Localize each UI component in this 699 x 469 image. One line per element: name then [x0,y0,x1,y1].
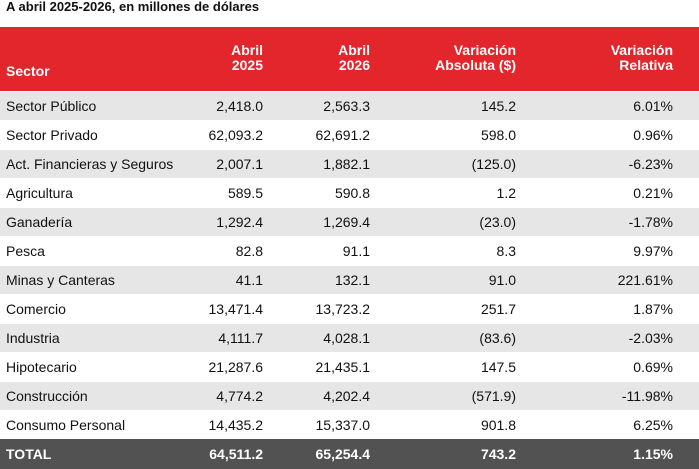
cell-abril-2026: 132.1 [289,264,396,294]
cell-var-rel: 9.97% [542,235,699,265]
cell-abril-2025: 589.5 [199,177,289,207]
cell-sector: Ganadería [0,206,199,236]
cell-sector: Consumo Personal [0,409,199,439]
header-row: Sector Abril 2025 Abril 2026 Variación Abso… [0,27,699,91]
cell-sector: Hipotecario [0,351,199,381]
cell-sector: Pesca [0,235,199,265]
table-row: Sector Público 2,418.0 2,563.3 145.2 6.0… [0,90,699,120]
cell-var-abs: 251.7 [396,293,542,323]
cell-var-abs: 147.5 [396,351,542,381]
cell-abril-2026: 2,563.3 [289,90,396,120]
table-row: Construcción 4,774.2 4,202.4 (571.9) -11… [0,380,699,410]
total-var-rel: 1.15% [542,439,699,469]
header-var-rel-line1: Variación [610,42,673,58]
cell-var-abs: 901.8 [396,409,542,439]
total-abril-2025: 64,511.2 [199,439,289,469]
header-sector: Sector [0,27,199,91]
cell-var-rel: 221.61% [542,264,699,294]
cell-abril-2025: 2,418.0 [199,90,289,120]
cell-var-abs: (23.0) [396,206,542,236]
table-row: Hipotecario 21,287.6 21,435.1 147.5 0.69… [0,351,699,381]
cell-var-rel: 0.96% [542,119,699,149]
table-row: Consumo Personal 14,435.2 15,337.0 901.8… [0,409,699,439]
cell-var-abs: 91.0 [396,264,542,294]
table-row: Agricultura 589.5 590.8 1.2 0.21% [0,177,699,207]
header-abril-2026-line1: Abril [338,42,370,58]
total-label: TOTAL [0,439,199,469]
cell-sector: Construcción [0,380,199,410]
header-abril-2026-line2: 2026 [338,57,370,73]
cell-var-rel: -11.98% [542,380,699,410]
cell-var-abs: 145.2 [396,90,542,120]
cell-abril-2026: 91.1 [289,235,396,265]
cell-var-rel: 6.25% [542,409,699,439]
cell-abril-2025: 2,007.1 [199,148,289,178]
table-row: Industria 4,111.7 4,028.1 (83.6) -2.03% [0,322,699,352]
cell-abril-2026: 1,269.4 [289,206,396,236]
cell-abril-2026: 4,028.1 [289,322,396,352]
credit-by-sector-table: Sector Abril 2025 Abril 2026 Variación Abso… [0,27,699,469]
cell-abril-2025: 13,471.4 [199,293,289,323]
header-abril-2025: Abril 2025 [199,27,289,91]
cell-var-abs: 598.0 [396,119,542,149]
table-row: Sector Privado 62,093.2 62,691.2 598.0 0… [0,119,699,149]
cell-var-rel: 6.01% [542,90,699,120]
cell-abril-2026: 21,435.1 [289,351,396,381]
cell-var-rel: 0.21% [542,177,699,207]
cell-sector: Minas y Canteras [0,264,199,294]
cell-abril-2025: 41.1 [199,264,289,294]
cell-var-rel: -1.78% [542,206,699,236]
header-abril-2025-line2: 2025 [231,57,263,73]
table-row: Ganadería 1,292.4 1,269.4 (23.0) -1.78% [0,206,699,236]
cell-sector: Industria [0,322,199,352]
cell-abril-2025: 14,435.2 [199,409,289,439]
header-var-abs-line2: Absoluta ($) [435,57,516,73]
table-row: Comercio 13,471.4 13,723.2 251.7 1.87% [0,293,699,323]
cell-sector: Agricultura [0,177,199,207]
cell-abril-2025: 4,111.7 [199,322,289,352]
header-variacion-relativa: Variación Relativa [542,27,699,91]
header-abril-2026: Abril 2026 [289,27,396,91]
cell-abril-2026: 15,337.0 [289,409,396,439]
cell-abril-2026: 590.8 [289,177,396,207]
cell-var-rel: 0.69% [542,351,699,381]
cell-var-rel: 1.87% [542,293,699,323]
cell-var-rel: -2.03% [542,322,699,352]
cell-abril-2025: 62,093.2 [199,119,289,149]
header-variacion-absoluta: Variación Absoluta ($) [396,27,542,91]
cell-var-abs: (83.6) [396,322,542,352]
header-var-rel-line2: Relativa [619,57,673,73]
cell-abril-2025: 1,292.4 [199,206,289,236]
cell-var-abs: (125.0) [396,148,542,178]
table-subtitle: A abril 2025-2026, en millones de dólare… [6,0,260,14]
cell-sector: Sector Privado [0,119,199,149]
cell-abril-2025: 21,287.6 [199,351,289,381]
total-var-abs: 743.2 [396,439,542,469]
table-row: Act. Financieras y Seguros 2,007.1 1,882… [0,148,699,178]
table-row: Minas y Canteras 41.1 132.1 91.0 221.61% [0,264,699,294]
cell-abril-2025: 82.8 [199,235,289,265]
cell-abril-2026: 4,202.4 [289,380,396,410]
total-abril-2026: 65,254.4 [289,439,396,469]
cell-abril-2026: 62,691.2 [289,119,396,149]
header-abril-2025-line1: Abril [231,42,263,58]
table-row: Pesca 82.8 91.1 8.3 9.97% [0,235,699,265]
cell-var-abs: 8.3 [396,235,542,265]
cell-abril-2025: 4,774.2 [199,380,289,410]
cell-sector: Act. Financieras y Seguros [0,148,199,178]
cell-var-abs: (571.9) [396,380,542,410]
cell-abril-2026: 13,723.2 [289,293,396,323]
cell-var-abs: 1.2 [396,177,542,207]
cell-sector: Comercio [0,293,199,323]
header-var-abs-line1: Variación [453,42,516,58]
cell-sector: Sector Público [0,90,199,120]
total-row: TOTAL 64,511.2 65,254.4 743.2 1.15% [0,439,699,469]
cell-abril-2026: 1,882.1 [289,148,396,178]
cell-var-rel: -6.23% [542,148,699,178]
